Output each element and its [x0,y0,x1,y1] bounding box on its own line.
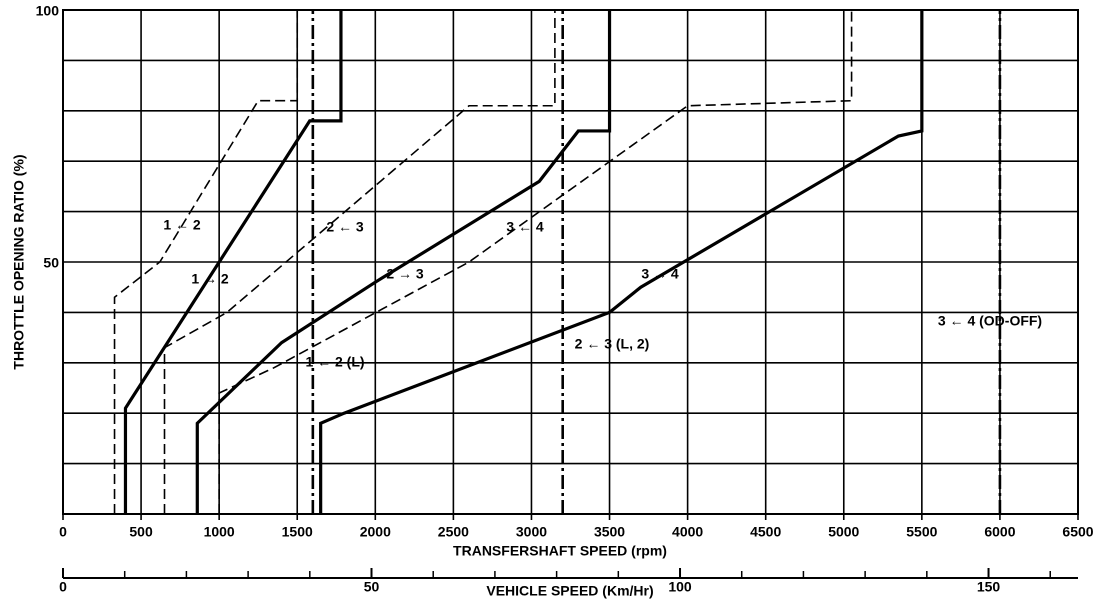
shift-line [113,10,299,514]
y-tick-label: 100 [36,3,60,19]
x-tick-label: 4500 [750,524,781,540]
line-label: 2 ← 3 [326,219,364,235]
y-axis-title: THROTTLE OPENING RATIO (%) [11,154,27,369]
x2-tick-label: 150 [977,579,1001,595]
line-label: 3 → 4 [641,266,679,282]
line-label: 1 ← 2 [163,217,201,233]
x2-axis-title: VEHICLE SPEED (Km/Hr) [486,583,653,599]
x-tick-label: 1500 [282,524,313,540]
x2-tick-label: 50 [364,579,380,595]
line-label: 3 ← 4 (OD-OFF) [938,313,1042,329]
x-tick-label: 3000 [516,524,547,540]
x-tick-label: 0 [59,524,67,540]
x-tick-label: 2500 [438,524,469,540]
line-label: 1 ← 2 (L) [305,354,364,370]
x2-tick-label: 100 [668,579,692,595]
x-tick-label: 500 [129,524,153,540]
x-tick-label: 3500 [594,524,625,540]
shift-line [163,10,556,514]
x-tick-label: 5000 [828,524,859,540]
shift-line [195,10,612,514]
shift-line [218,10,853,514]
x-tick-label: 6000 [984,524,1015,540]
x-tick-label: 5500 [906,524,937,540]
line-label: 2 ← 3 (L, 2) [575,336,650,352]
line-label: 1 → 2 [191,271,229,287]
x-tick-label: 1000 [204,524,235,540]
x-tick-label: 6500 [1062,524,1093,540]
x-tick-label: 4000 [672,524,703,540]
shift-line [123,10,343,514]
x-tick-label: 2000 [360,524,391,540]
x2-tick-label: 0 [59,579,67,595]
x-axis-title: TRANSFERSHAFT SPEED (rpm) [453,543,667,559]
line-label: 3 ← 4 [506,219,544,235]
line-label: 2 → 3 [386,266,424,282]
y-tick-label: 50 [43,255,59,271]
shift-line [319,10,924,514]
